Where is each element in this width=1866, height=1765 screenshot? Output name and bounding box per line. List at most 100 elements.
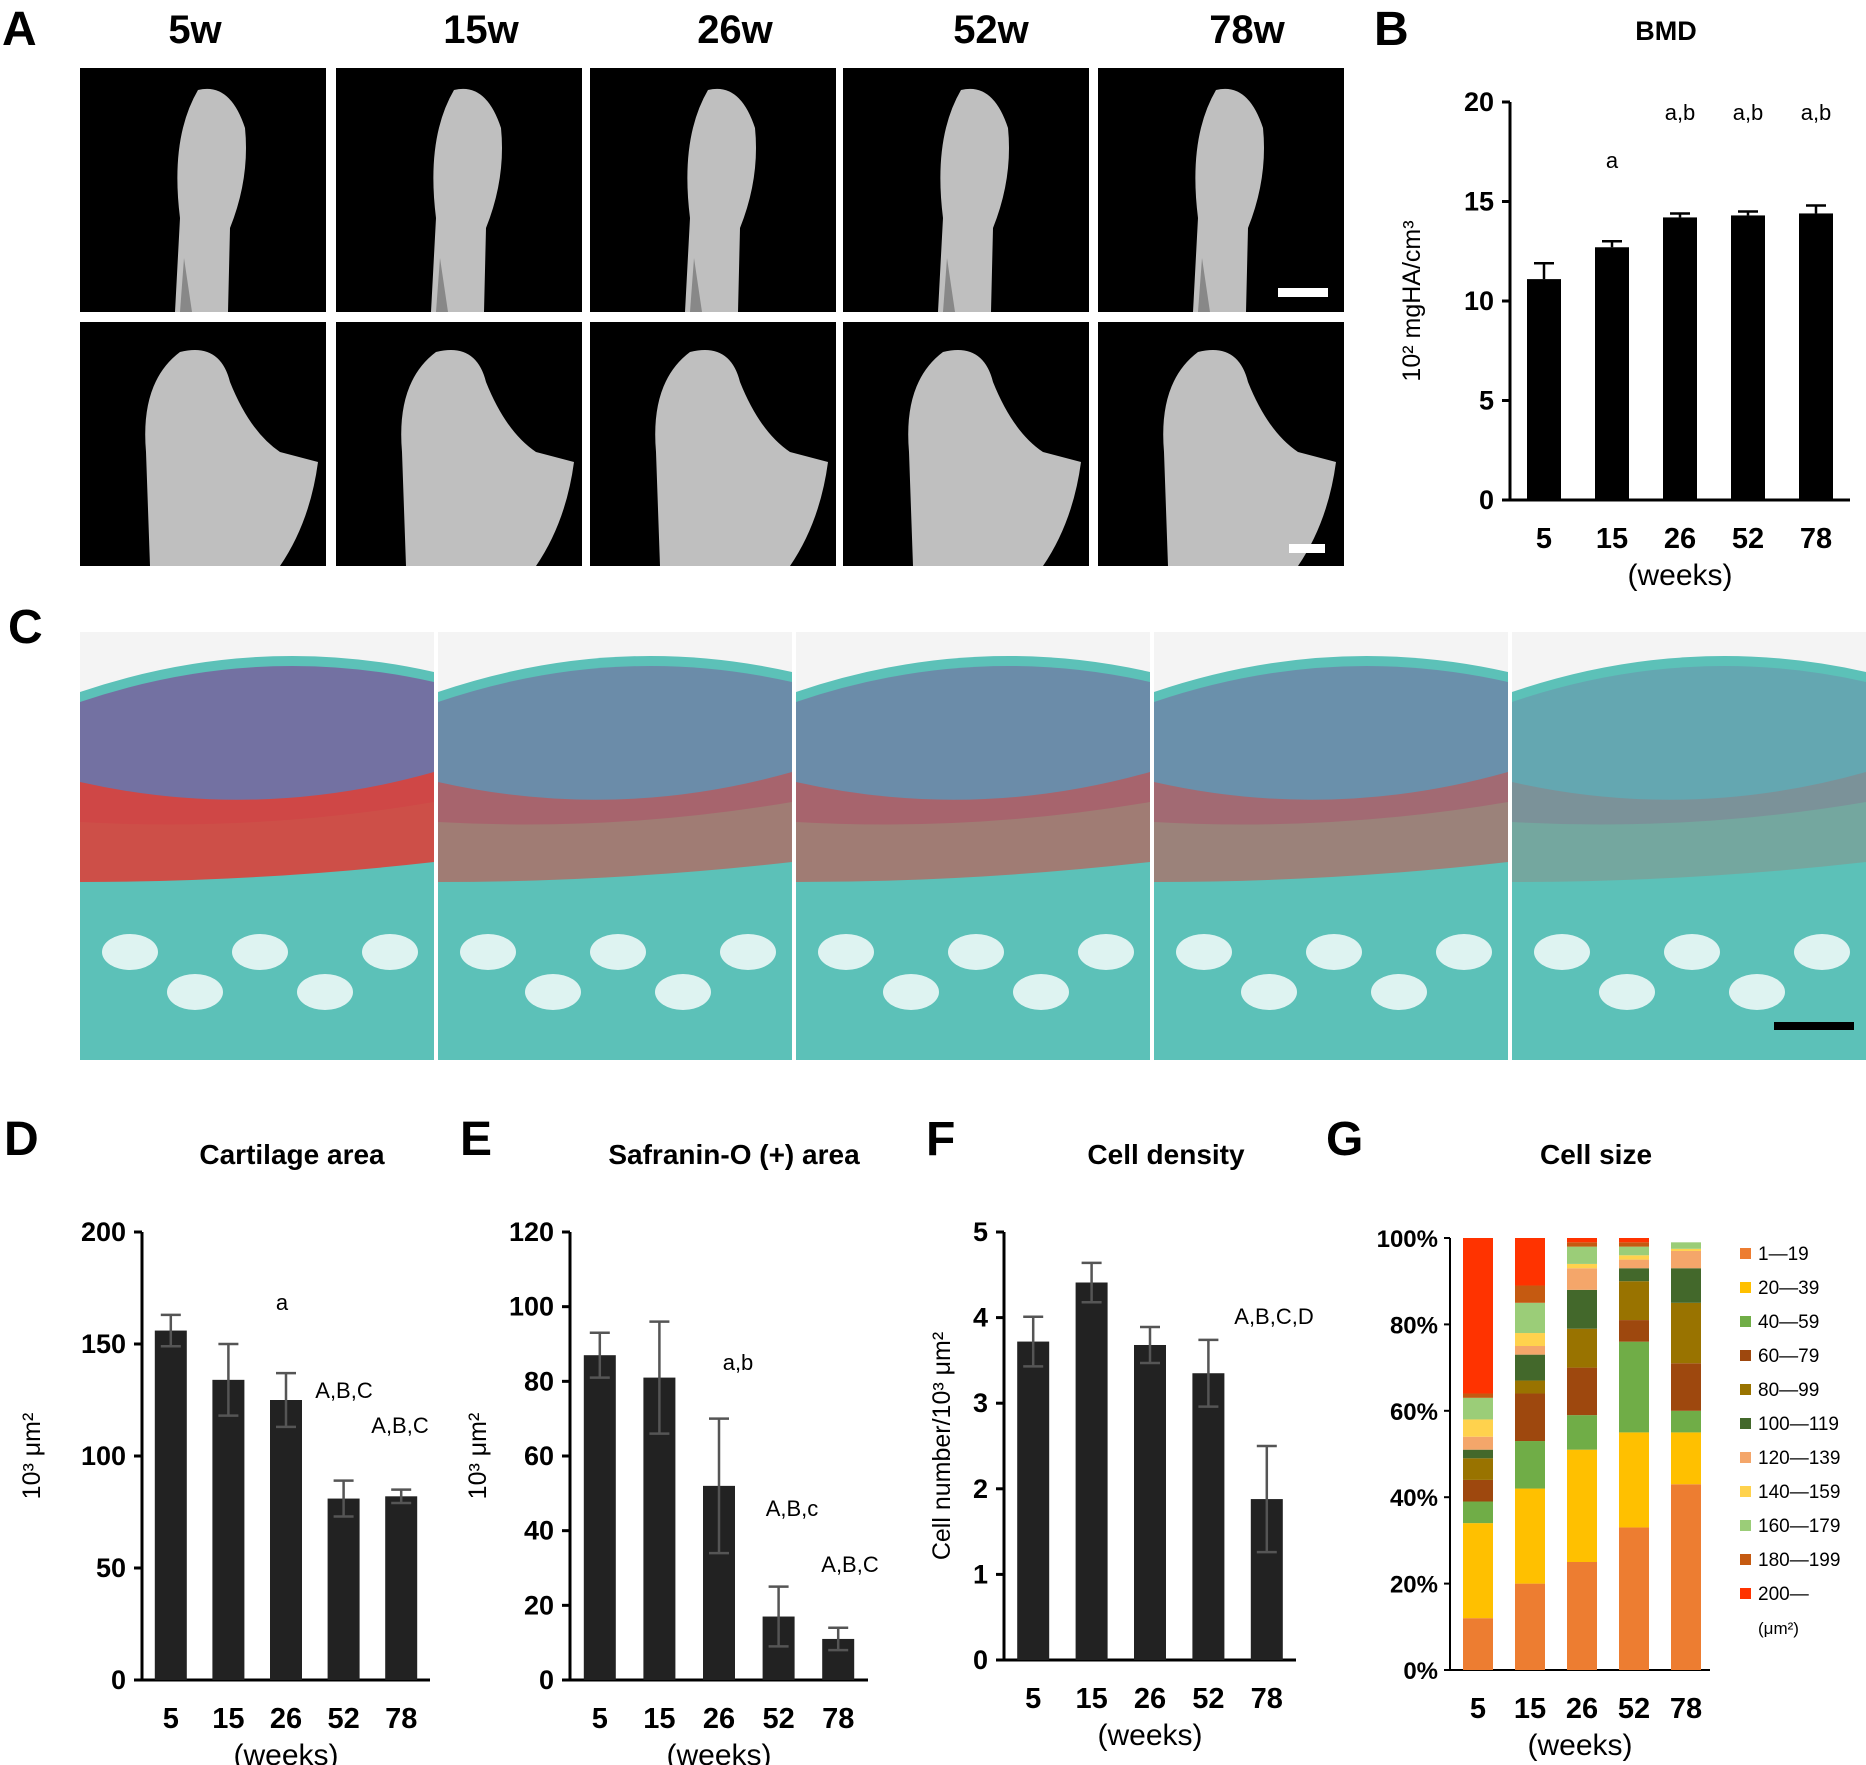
bar (1731, 215, 1765, 500)
panel-letter-a: A (2, 3, 37, 56)
y-tick-label: 0 (111, 1665, 126, 1695)
x-tick-label: 15 (1596, 523, 1628, 555)
bar (1134, 1344, 1166, 1660)
x-tick-label: 78 (385, 1703, 417, 1735)
marrow-space (460, 934, 516, 970)
significance-label: a,b (723, 1350, 754, 1375)
stacked-segment (1619, 1281, 1649, 1321)
bone-render (401, 350, 574, 566)
microct-top-image (843, 68, 1089, 312)
bone-condyle-shape (431, 88, 502, 312)
bar (1663, 217, 1697, 501)
legend-swatch (1740, 1282, 1751, 1293)
stacked-segment (1671, 1248, 1701, 1251)
x-tick-label: 26 (1134, 1683, 1166, 1715)
x-tick-label: 78 (1670, 1693, 1702, 1725)
legend-unit: (μm²) (1758, 1619, 1799, 1638)
bone-render (908, 350, 1081, 566)
stain-render (1154, 656, 1508, 1060)
y-tick-label: 1 (973, 1559, 988, 1589)
bone-render (1163, 350, 1336, 566)
x-tick-label: 5 (1470, 1693, 1486, 1725)
stacked-segment (1515, 1583, 1545, 1670)
bar (1595, 247, 1629, 500)
x-axis-label: (weeks) (233, 1739, 338, 1765)
y-tick-label: 20% (1390, 1572, 1438, 1599)
y-tick-label: 40 (524, 1516, 554, 1546)
safranin-region (438, 772, 792, 882)
bone-render (145, 350, 318, 566)
stacked-segment (1515, 1441, 1545, 1489)
x-axis-label: (weeks) (1527, 1729, 1632, 1762)
stacked-segment (1567, 1268, 1597, 1290)
stacked-segment (1463, 1618, 1493, 1670)
bone-condyle-shape (1193, 88, 1264, 312)
bone-shaft-shape (1198, 258, 1210, 312)
bar (1192, 1373, 1225, 1660)
bone-render (175, 88, 246, 312)
legend-swatch (1740, 1554, 1751, 1565)
bar (212, 1379, 245, 1680)
significance-label: A,B,C (821, 1552, 879, 1577)
stacked-segment (1567, 1246, 1597, 1264)
scale-bar (1289, 544, 1325, 553)
cartilage-region (1512, 666, 1866, 825)
x-tick-label: 78 (822, 1703, 854, 1735)
bone-ramus-shape (655, 350, 828, 566)
marrow-space (1371, 974, 1427, 1010)
legend-swatch (1740, 1486, 1751, 1497)
y-axis-label: 10³ μm² (18, 1413, 46, 1500)
stacked-segment (1515, 1393, 1545, 1442)
marrow-space (362, 934, 418, 970)
marrow-space (102, 934, 158, 970)
y-axis-label: 10³ μm² (464, 1413, 492, 1500)
stacked-segment (1567, 1242, 1597, 1247)
x-tick-label: 52 (1618, 1693, 1650, 1725)
y-tick-label: 5 (1479, 386, 1494, 416)
marrow-space (1436, 934, 1492, 970)
x-axis-label: (weeks) (1627, 559, 1732, 592)
stacked-segment (1463, 1436, 1493, 1450)
x-tick-label: 26 (1566, 1693, 1598, 1725)
significance-label: a (276, 1290, 289, 1315)
histology-image (1512, 632, 1866, 1060)
bone-shaft-shape (180, 258, 192, 312)
x-tick-label: 26 (1664, 523, 1696, 555)
stacked-segment (1567, 1263, 1597, 1269)
stacked-segment (1463, 1397, 1493, 1420)
stacked-segment (1671, 1302, 1701, 1364)
bone-condyle-shape (685, 88, 756, 312)
y-tick-label: 120 (509, 1217, 554, 1247)
marrow-space (1729, 974, 1785, 1010)
stain-render (80, 656, 434, 1060)
stain-render (438, 656, 792, 1060)
stacked-segment (1671, 1250, 1701, 1269)
x-tick-label: 15 (1075, 1683, 1107, 1715)
bar (270, 1400, 302, 1680)
y-tick-label: 2 (973, 1474, 988, 1504)
x-tick-label: 15 (643, 1703, 675, 1735)
stacked-segment (1619, 1242, 1649, 1247)
stacked-segment (1463, 1238, 1493, 1394)
microct-bottom-image (590, 322, 836, 566)
significance-label: a,b (1733, 100, 1764, 125)
stacked-segment (1463, 1458, 1493, 1480)
legend-label: 200— (1758, 1584, 1809, 1605)
y-tick-label: 10 (1464, 286, 1494, 316)
microct-bottom-image (1098, 322, 1344, 566)
legend-label: 180—199 (1758, 1550, 1840, 1571)
stacked-segment (1515, 1380, 1545, 1394)
legend-label: 140—159 (1758, 1482, 1840, 1503)
safranin-region (1512, 772, 1866, 882)
stacked-segment (1463, 1449, 1493, 1459)
stacked-segment (1463, 1523, 1493, 1619)
legend-swatch (1740, 1452, 1751, 1463)
bone-render (431, 88, 502, 312)
cartilage-region (80, 666, 434, 825)
marrow-space (232, 934, 288, 970)
y-tick-label: 0 (973, 1645, 988, 1675)
stacked-segment (1671, 1268, 1701, 1303)
x-tick-label: 15 (212, 1703, 244, 1735)
microct-bottom-image (843, 322, 1089, 566)
bmd-chart: BMD 0 5 10 15 20 10² mgHA/cm³ 5 15 a 26 a,b 52 a,b 78 a… (1398, 16, 1850, 592)
